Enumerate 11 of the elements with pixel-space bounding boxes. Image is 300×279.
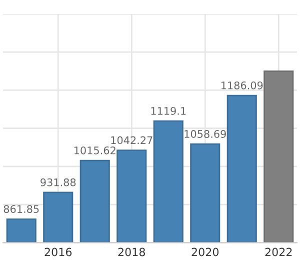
data-label: 1186.09 [221, 81, 263, 90]
x-tick-label: 2018 [118, 248, 146, 256]
data-label: 1119.1 [151, 106, 186, 115]
x-tick-label: 2020 [192, 248, 219, 256]
data-label: 1042.27 [111, 136, 152, 144]
data-label: 861.85 [4, 205, 39, 213]
data-label: 931.88 [40, 178, 76, 186]
x-tick-label: 2022 [265, 248, 292, 256]
data-label: 1015.62 [74, 146, 116, 154]
data-label: 1058.69 [184, 130, 226, 138]
x-tick-label: 2016 [44, 248, 72, 256]
